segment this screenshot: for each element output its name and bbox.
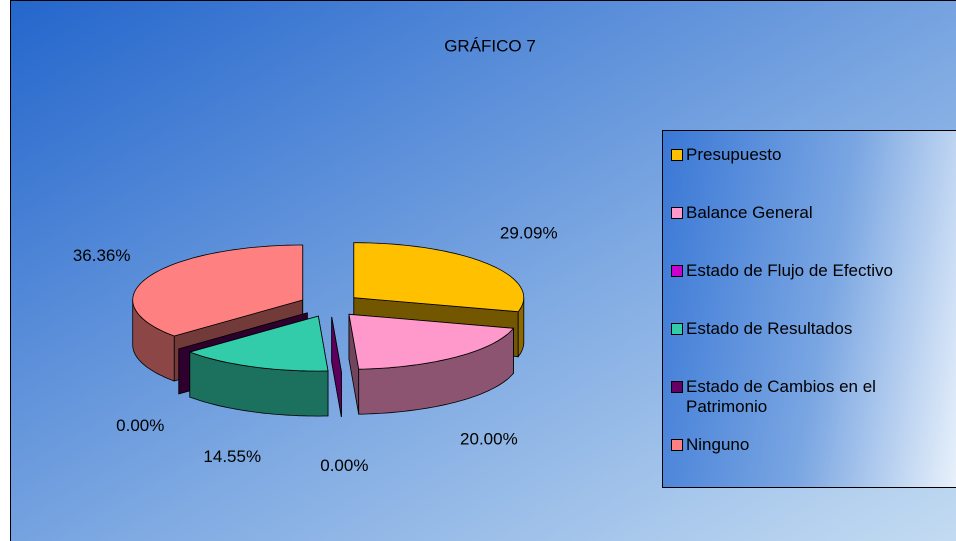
slice xyxy=(348,313,515,370)
legend-item: Estado de Cambios en el Patrimonio xyxy=(671,377,956,435)
data-label: 0.00% xyxy=(320,456,368,475)
legend-item: Presupuesto xyxy=(671,145,956,203)
data-label: 36.36% xyxy=(73,246,131,265)
legend-item: Estado de Resultados xyxy=(671,319,956,377)
legend-item: Balance General xyxy=(671,203,956,261)
legend-swatch xyxy=(671,381,683,393)
data-label: 0.00% xyxy=(116,416,164,435)
legend-swatch xyxy=(671,323,683,335)
legend-swatch xyxy=(671,439,683,451)
legend-item: Ninguno xyxy=(671,435,956,493)
slice-side xyxy=(331,316,342,417)
legend-label: Estado de Flujo de Efectivo xyxy=(686,261,893,280)
slice xyxy=(132,244,304,337)
legend-item: Estado de Flujo de Efectivo xyxy=(671,261,956,319)
slice xyxy=(353,242,525,313)
legend-swatch xyxy=(671,207,683,219)
data-label: 14.55% xyxy=(203,447,261,466)
data-label: 29.09% xyxy=(500,223,558,242)
legend-swatch xyxy=(671,265,683,277)
slice xyxy=(188,315,329,372)
legend-swatch xyxy=(671,149,683,161)
legend-label: Estado de Cambios en el Patrimonio xyxy=(686,377,876,416)
legend-label: Estado de Resultados xyxy=(686,319,853,338)
legend: Presupuesto Balance General Estado de Fluj… xyxy=(662,130,956,488)
legend-label: Presupuesto xyxy=(686,145,782,164)
data-label: 20.00% xyxy=(460,430,518,449)
chart-title: GRÁFICO 7 xyxy=(444,36,536,55)
legend-label: Ninguno xyxy=(686,435,750,454)
legend-label: Balance General xyxy=(686,203,813,222)
